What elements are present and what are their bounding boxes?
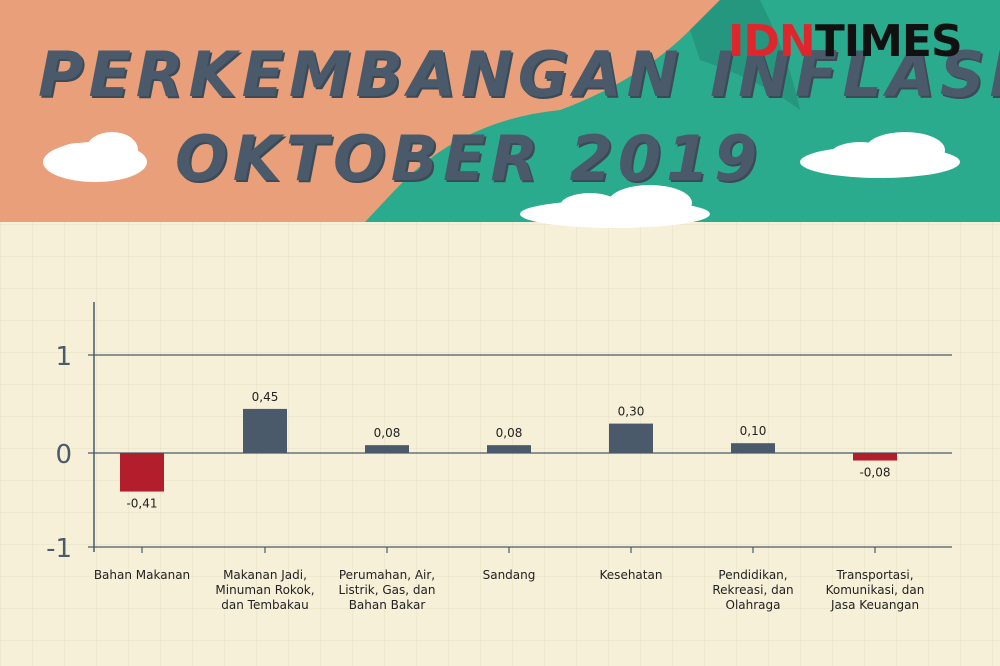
- x-tick-label: Kesehatan: [600, 568, 663, 582]
- x-tick-label: Sandang: [483, 568, 536, 582]
- data-label: 0,30: [618, 405, 645, 419]
- x-tick-label: Makanan Jadi, Minuman Rokok, dan Tembakau: [215, 568, 314, 612]
- y-tick-label: 1: [55, 342, 72, 372]
- logo-times: TIMES: [814, 16, 963, 67]
- title-line-2: OKTOBER 2019: [175, 122, 763, 195]
- x-tick-label: Perumahan, Air, Listrik, Gas, dan Bahan Ba…: [339, 568, 436, 612]
- chart: 1 0 -1 -0,41 Bahan Makanan 0,45 Makanan Jadi, M…: [46, 302, 952, 612]
- cloud-bottom: [520, 185, 710, 228]
- cloud-left: [43, 132, 147, 182]
- x-tick-label: Transportasi, Komunikasi, dan Jasa Keuanga…: [826, 568, 925, 612]
- title-line-1: PERKEMBANGAN INFLASI: [38, 38, 1000, 111]
- cloud-right: [800, 132, 960, 178]
- data-label: -0,08: [859, 466, 890, 480]
- x-tick-label: Bahan Makanan: [94, 568, 190, 582]
- bar: [853, 453, 897, 461]
- data-label: -0,41: [126, 497, 157, 511]
- paper-grid: [0, 222, 1000, 666]
- bar: [487, 445, 531, 453]
- bar: [609, 423, 653, 453]
- logo-idn: IDN: [728, 16, 816, 67]
- y-tick-label: 0: [55, 440, 72, 470]
- data-label: 0,08: [496, 426, 523, 440]
- bar: [243, 408, 287, 453]
- x-tick-label: Pendidikan, Rekreasi, dan Olahraga: [712, 568, 793, 612]
- data-label: 0,08: [374, 426, 401, 440]
- brand-logo: IDNTIMES: [728, 16, 963, 67]
- banner-teal-shadow: [690, 0, 800, 110]
- bar: [731, 443, 775, 453]
- y-tick-label: -1: [46, 534, 72, 564]
- bar: [120, 453, 164, 492]
- bar: [365, 445, 409, 453]
- data-label: 0,10: [740, 424, 767, 438]
- data-label: 0,45: [252, 390, 279, 404]
